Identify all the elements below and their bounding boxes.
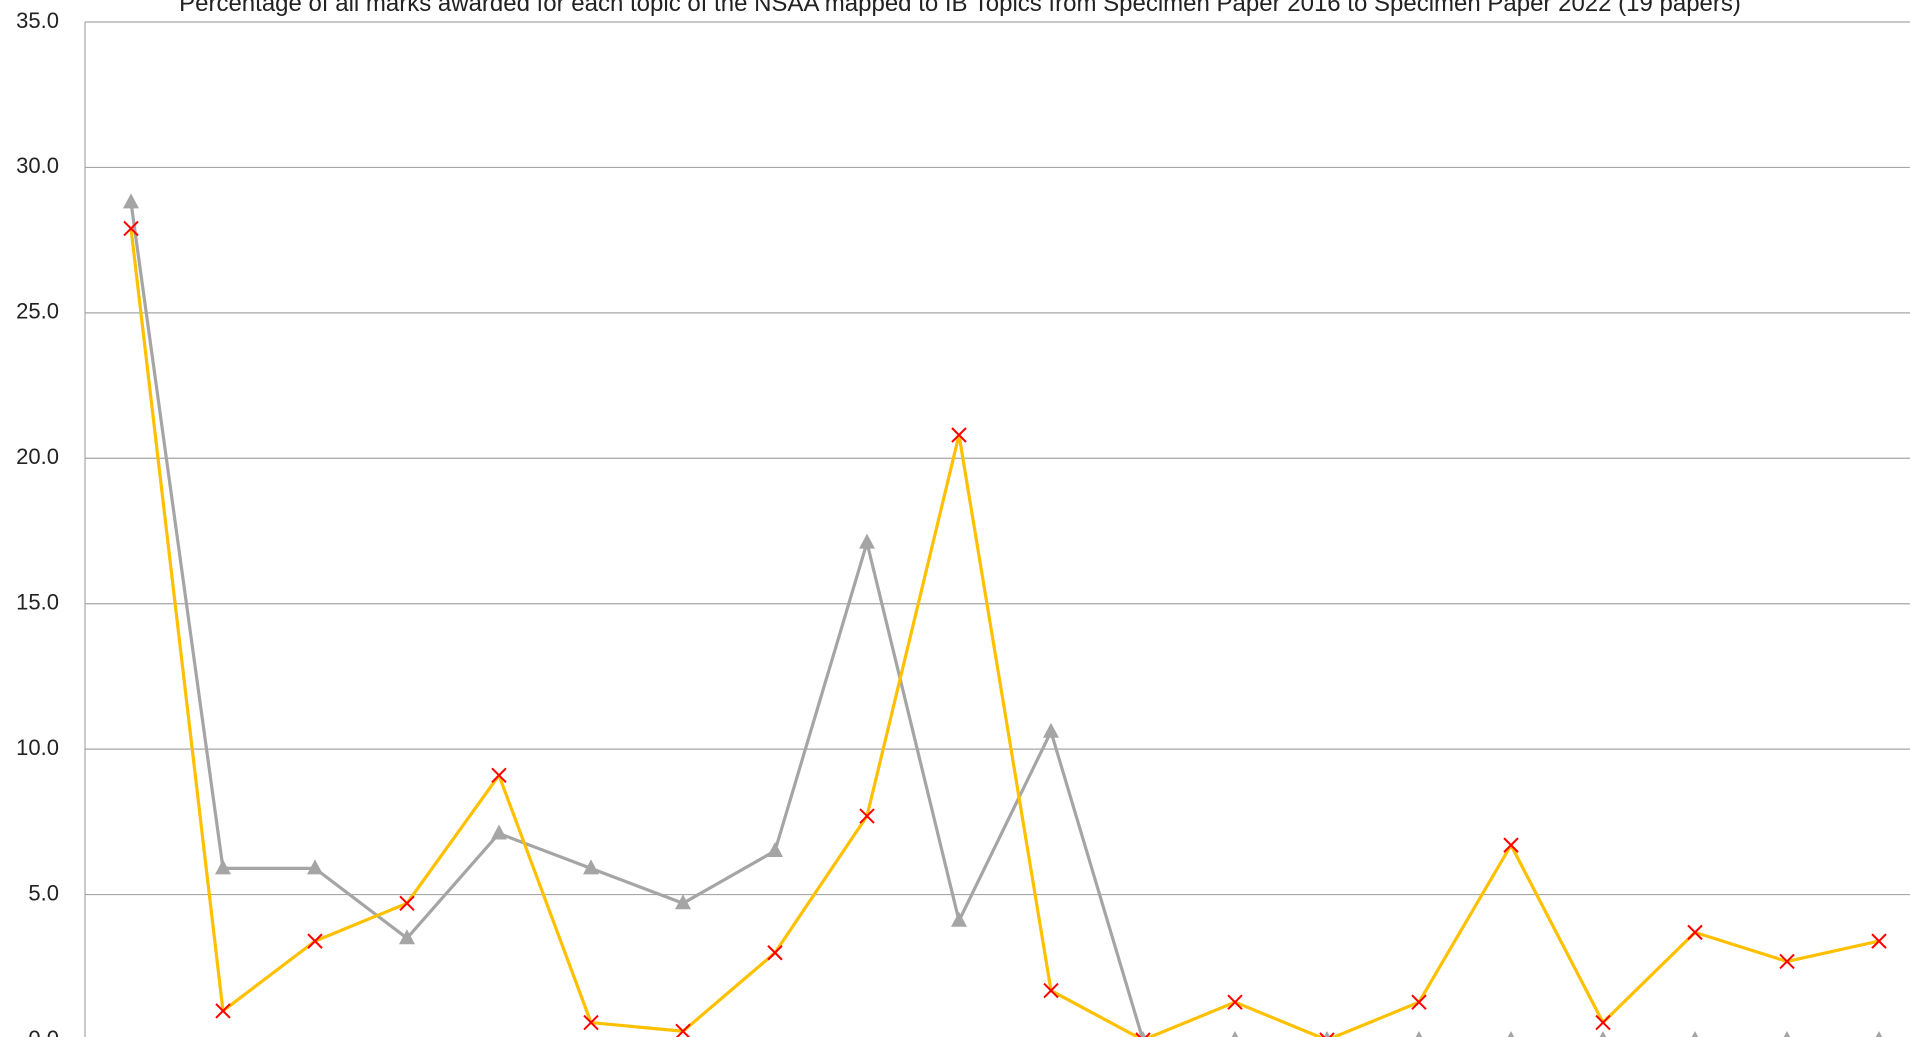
data-point: [1415, 1031, 1423, 1037]
data-point: [1135, 1032, 1151, 1037]
y-tick-label: 0.0: [28, 1026, 59, 1037]
data-point: [1319, 1032, 1335, 1037]
data-point: [1323, 1031, 1331, 1037]
y-tick-label: 5.0: [28, 880, 59, 905]
data-point: [123, 220, 139, 237]
data-point: [767, 945, 783, 961]
data-point: [307, 933, 323, 949]
data-point: [491, 767, 507, 784]
data-point: [1779, 953, 1795, 970]
data-point: [1507, 1031, 1515, 1037]
y-tick-label: 20.0: [16, 444, 59, 469]
series-line: [129, 228, 1880, 1037]
data-point: [1043, 982, 1059, 999]
chart-title: Percentage of all marks awarded for each…: [179, 0, 1741, 17]
data-point: [1227, 994, 1243, 1010]
y-tick-label: 35.0: [16, 8, 59, 33]
data-point: [675, 894, 691, 910]
y-tick-label: 25.0: [16, 299, 59, 324]
data-point: [1691, 1031, 1699, 1037]
data-point: [675, 1023, 691, 1037]
data-point: [767, 841, 783, 857]
data-point: [1503, 837, 1519, 853]
series-line: [129, 202, 1144, 1037]
y-tick-label: 10.0: [16, 735, 59, 760]
data-point: [583, 1014, 599, 1031]
data-point: [1599, 1031, 1607, 1037]
data-point: [1139, 1031, 1147, 1037]
data-point: [951, 427, 967, 443]
data-point: [1595, 1014, 1611, 1031]
data-point: [399, 929, 415, 945]
data-point: [951, 911, 967, 927]
data-point: [1411, 994, 1427, 1010]
data-point: [215, 1003, 231, 1019]
data-point: [1043, 722, 1059, 738]
data-point: [215, 859, 231, 875]
data-point: [399, 895, 415, 912]
y-tick-label: 30.0: [16, 153, 59, 178]
data-point: [583, 859, 599, 875]
y-tick-label: 15.0: [16, 590, 59, 615]
data-point: [1783, 1031, 1791, 1037]
data-point: [1231, 1031, 1239, 1037]
data-point: [1875, 1031, 1883, 1037]
data-point: [1687, 924, 1703, 941]
data-point: [123, 193, 139, 209]
data-point: [859, 533, 875, 549]
data-point: [1871, 933, 1887, 949]
data-point: [307, 859, 323, 875]
data-point: [859, 808, 875, 824]
data-point: [491, 824, 507, 840]
